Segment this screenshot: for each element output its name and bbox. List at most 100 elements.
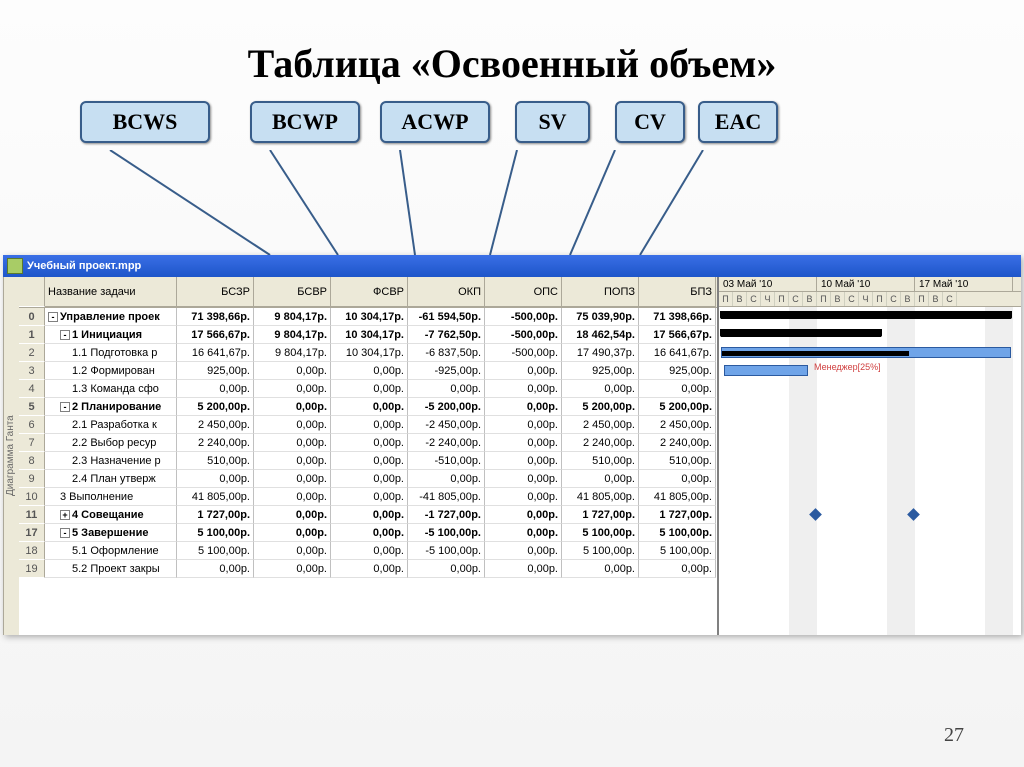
slide-title: Таблица «Освоенный объем» (15, 40, 1009, 87)
value-cell: 5 200,00р. (639, 398, 716, 416)
app-icon (7, 258, 23, 274)
outline-toggle-icon[interactable]: - (60, 528, 70, 538)
value-cell: 510,00р. (639, 452, 716, 470)
table-row[interactable]: 31.2 Формирован925,00р.0,00р.0,00р.-925,… (19, 362, 717, 380)
column-header[interactable] (19, 277, 45, 307)
value-cell: -2 240,00р. (408, 434, 485, 452)
table-row[interactable]: 62.1 Разработка к2 450,00р.0,00р.0,00р.-… (19, 416, 717, 434)
value-cell: 0,00р. (562, 560, 639, 578)
outline-toggle-icon[interactable]: - (60, 402, 70, 412)
table-pane: Название задачиБСЗРБСВРФСВРОКПОПСПОПЗБПЗ… (19, 277, 719, 635)
column-header[interactable]: ПОПЗ (562, 277, 639, 307)
value-cell: -510,00р. (408, 452, 485, 470)
timescale-day: С (845, 292, 859, 306)
task-name: 3 Выполнение (60, 491, 133, 503)
column-header[interactable]: ОПС (485, 277, 562, 307)
value-cell: 0,00р. (639, 560, 716, 578)
table-row[interactable]: 185.1 Оформление5 100,00р.0,00р.0,00р.-5… (19, 542, 717, 560)
value-cell: 0,00р. (485, 542, 562, 560)
value-cell: 5 100,00р. (177, 542, 254, 560)
column-header[interactable]: БСВР (254, 277, 331, 307)
value-cell: 0,00р. (485, 362, 562, 380)
value-cell: -500,00р. (485, 344, 562, 362)
value-cell: 41 805,00р. (177, 488, 254, 506)
callout-sv: SV (515, 101, 590, 143)
value-cell: 2 450,00р. (562, 416, 639, 434)
timescale-day: С (887, 292, 901, 306)
table-row[interactable]: 195.2 Проект закры0,00р.0,00р.0,00р.0,00… (19, 560, 717, 578)
row-number: 6 (19, 416, 45, 434)
value-cell: -5 100,00р. (408, 524, 485, 542)
timescale-day: П (775, 292, 789, 306)
value-cell: 925,00р. (562, 362, 639, 380)
timescale-day: П (873, 292, 887, 306)
table-row[interactable]: 72.2 Выбор ресур2 240,00р.0,00р.0,00р.-2… (19, 434, 717, 452)
table-row[interactable]: 17-5 Завершение5 100,00р.0,00р.0,00р.-5 … (19, 524, 717, 542)
value-cell: 17 490,37р. (562, 344, 639, 362)
outline-toggle-icon[interactable]: - (48, 312, 58, 322)
value-cell: -6 837,50р. (408, 344, 485, 362)
value-cell: 9 804,17р. (254, 344, 331, 362)
table-row[interactable]: 11+4 Совещание1 727,00р.0,00р.0,00р.-1 7… (19, 506, 717, 524)
timescale-week: 17 Май '10 (915, 277, 1013, 291)
column-header[interactable]: БСЗР (177, 277, 254, 307)
table-row[interactable]: 82.3 Назначение р510,00р.0,00р.0,00р.-51… (19, 452, 717, 470)
table-row[interactable]: 5-2 Планирование5 200,00р.0,00р.0,00р.-5… (19, 398, 717, 416)
table-row[interactable]: 1-1 Инициация17 566,67р.9 804,17р.10 304… (19, 326, 717, 344)
callout-acwp: ACWP (380, 101, 490, 143)
value-cell: 0,00р. (254, 434, 331, 452)
value-cell: 71 398,66р. (639, 308, 716, 326)
gantt-bar[interactable] (721, 347, 1011, 358)
task-name: 2.3 Назначение р (72, 455, 161, 467)
value-cell: 10 304,17р. (331, 308, 408, 326)
value-cell: 2 240,00р. (639, 434, 716, 452)
value-cell: 1 727,00р. (562, 506, 639, 524)
value-cell: 0,00р. (331, 398, 408, 416)
value-cell: 17 566,67р. (639, 326, 716, 344)
view-bar-label[interactable]: Диаграмма Ганта (3, 277, 19, 635)
column-header[interactable]: ОКП (408, 277, 485, 307)
row-number: 18 (19, 542, 45, 560)
gantt-bar[interactable] (724, 365, 808, 376)
value-cell: 0,00р. (177, 380, 254, 398)
table-row[interactable]: 41.3 Команда сфо0,00р.0,00р.0,00р.0,00р.… (19, 380, 717, 398)
value-cell: 0,00р. (331, 380, 408, 398)
table-row[interactable]: 0-Управление проек71 398,66р.9 804,17р.1… (19, 308, 717, 326)
value-cell: 0,00р. (254, 524, 331, 542)
value-cell: 0,00р. (254, 380, 331, 398)
gantt-chart-area: Менеджер[25%] (719, 307, 1021, 635)
table-row[interactable]: 103 Выполнение41 805,00р.0,00р.0,00р.-41… (19, 488, 717, 506)
task-name: 1.2 Формирован (72, 365, 155, 377)
value-cell: 0,00р. (254, 470, 331, 488)
value-cell: 0,00р. (254, 488, 331, 506)
value-cell: 1 727,00р. (639, 506, 716, 524)
value-cell: 2 450,00р. (177, 416, 254, 434)
value-cell: 5 200,00р. (177, 398, 254, 416)
value-cell: 0,00р. (254, 362, 331, 380)
value-cell: 0,00р. (485, 488, 562, 506)
value-cell: 41 805,00р. (639, 488, 716, 506)
column-header[interactable]: ФСВР (331, 277, 408, 307)
value-cell: 5 100,00р. (639, 542, 716, 560)
value-cell: 510,00р. (562, 452, 639, 470)
column-header[interactable]: Название задачи (45, 277, 177, 307)
table-row[interactable]: 92.4 План утверж0,00р.0,00р.0,00р.0,00р.… (19, 470, 717, 488)
callout-eac: EAC (698, 101, 778, 143)
timescale-day: С (747, 292, 761, 306)
timescale-day: Ч (859, 292, 873, 306)
value-cell: 0,00р. (254, 416, 331, 434)
column-header[interactable]: БПЗ (639, 277, 716, 307)
task-name: 2.1 Разработка к (72, 419, 157, 431)
timescale-day: Ч (761, 292, 775, 306)
timescale-day: В (803, 292, 817, 306)
value-cell: 9 804,17р. (254, 326, 331, 344)
outline-toggle-icon[interactable]: + (60, 510, 70, 520)
value-cell: 1 727,00р. (177, 506, 254, 524)
gantt-bar[interactable] (721, 311, 1011, 319)
outline-toggle-icon[interactable]: - (60, 330, 70, 340)
row-number: 8 (19, 452, 45, 470)
value-cell: 0,00р. (177, 560, 254, 578)
value-cell: 0,00р. (485, 434, 562, 452)
gantt-bar[interactable] (721, 329, 881, 337)
table-row[interactable]: 21.1 Подготовка р16 641,67р.9 804,17р.10… (19, 344, 717, 362)
